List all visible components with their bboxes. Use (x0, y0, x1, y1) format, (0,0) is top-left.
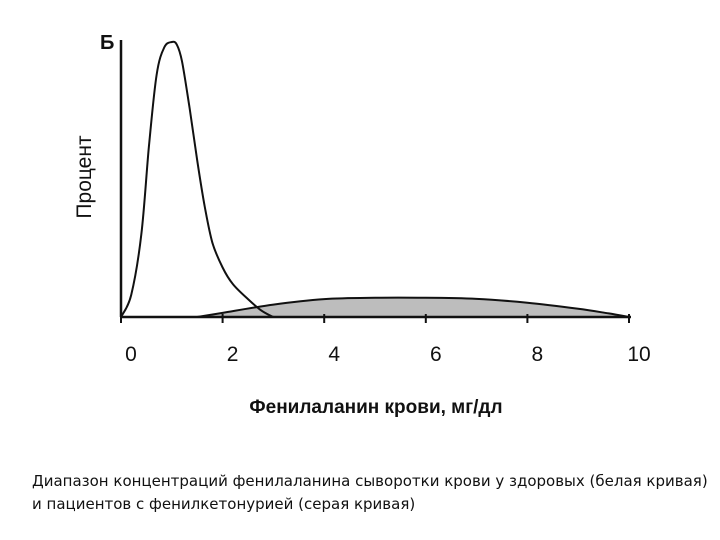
x-tick-label: 0 (125, 343, 137, 366)
x-tick-label: 10 (627, 343, 650, 366)
x-tick-label: 4 (328, 343, 340, 366)
healthy-curve (120, 40, 274, 318)
figure-caption: Диапазон концентраций фенилаланина сывор… (32, 472, 708, 513)
x-tick-label: 2 (227, 343, 239, 366)
plot-area (120, 40, 630, 318)
x-tick-label: 8 (532, 343, 544, 366)
y-axis-label: Процент (73, 135, 96, 219)
x-axis-label: Фенилаланин крови, мг/дл (249, 397, 502, 418)
panel-label: Б (100, 32, 114, 54)
x-tick-label: 6 (430, 343, 442, 366)
chart: 0 2 4 6 8 10 Б Процент Фенилаланин крови, мг/… (73, 32, 651, 418)
x-ticks: 0 2 4 6 8 10 (120, 314, 651, 366)
